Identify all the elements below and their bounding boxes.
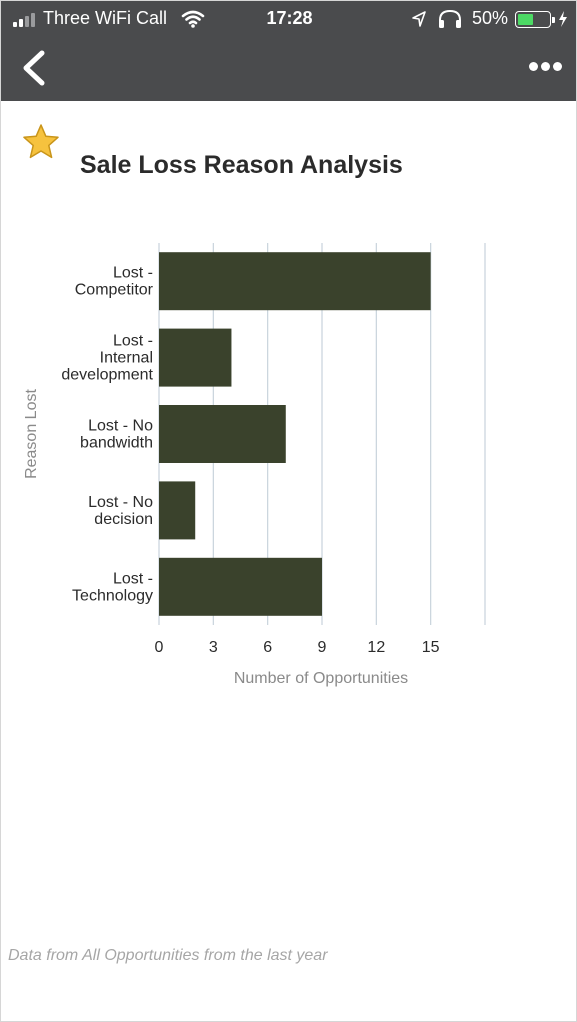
y-tick-label: Lost - No bandwidth: [80, 418, 153, 452]
status-bar: Three WiFi Call 17:28 50%: [1, 1, 576, 37]
bar: [159, 328, 232, 387]
y-tick-label: Lost -Internal development: [61, 333, 153, 384]
bar: [159, 481, 196, 540]
bar: [159, 405, 286, 463]
battery-percent: 50%: [472, 8, 509, 28]
y-tick-label: Lost -Technology: [72, 570, 153, 604]
top-bar: Three WiFi Call 17:28 50%: [1, 1, 576, 101]
carrier-name: Three WiFi Call: [43, 8, 168, 28]
wifi-icon: [181, 10, 205, 28]
headphones-icon: [439, 9, 461, 28]
y-tick-label: Lost - No decision: [88, 494, 153, 528]
battery-icon: [515, 11, 555, 28]
x-tick-label: 9: [318, 639, 327, 656]
y-tick-label: Lost -Competitor: [75, 265, 154, 299]
back-button[interactable]: [17, 49, 51, 87]
x-axis-label: Number of Opportunities: [234, 670, 408, 687]
report-footnote: Data from All Opportunities from the las…: [8, 947, 328, 964]
charging-bolt-icon: [559, 11, 567, 27]
bar: [159, 557, 322, 616]
y-axis-label: Reason Lost: [23, 389, 40, 479]
signal-icon: [13, 13, 39, 27]
favorite-star-button[interactable]: [21, 123, 61, 161]
x-tick-label: 15: [422, 639, 440, 656]
x-tick-label: 12: [367, 639, 385, 656]
x-tick-label: 0: [155, 639, 164, 656]
chevron-left-icon: [23, 50, 45, 86]
bar: [159, 252, 431, 311]
bar-chart: Lost -Competitor Lost -Internal developmen…: [23, 243, 486, 687]
more-options-button[interactable]: [525, 59, 565, 75]
x-tick-label: 6: [263, 639, 272, 656]
x-tick-label: 3: [209, 639, 218, 656]
location-arrow-icon: [412, 11, 426, 27]
star-icon: [23, 124, 59, 159]
clock: 17:28: [266, 8, 313, 28]
report-title: Sale Loss Reason Analysis: [80, 151, 403, 179]
